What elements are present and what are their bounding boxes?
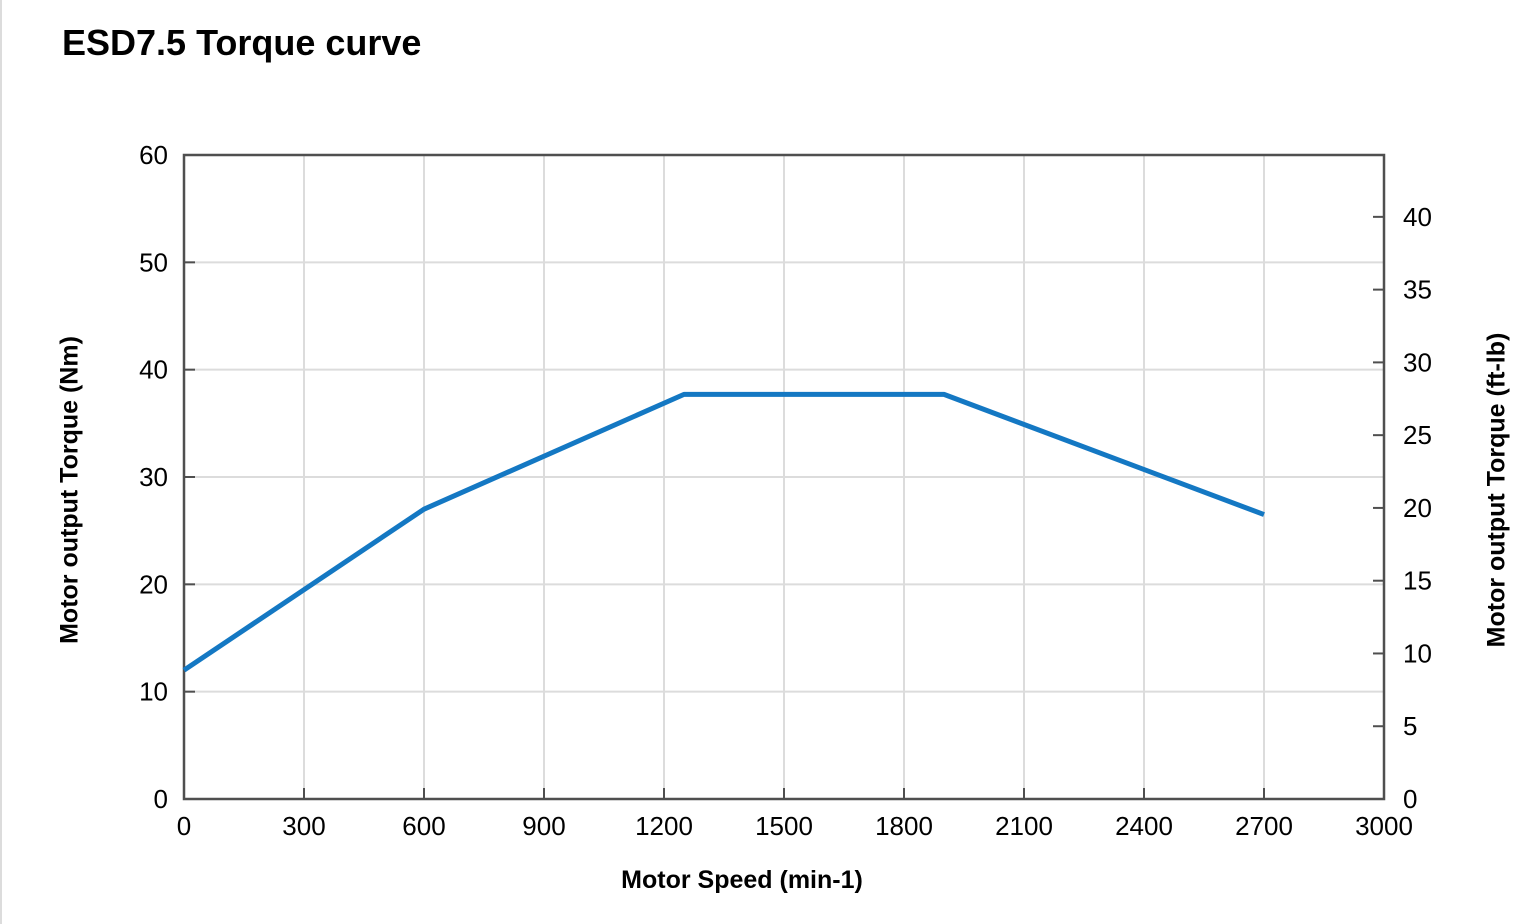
y-right-tick-label: 40	[1403, 202, 1432, 232]
x-tick-label: 2700	[1235, 811, 1293, 841]
y-right-tick-label: 20	[1403, 493, 1432, 523]
x-axis-title: Motor Speed (min-1)	[621, 866, 863, 894]
x-tick-label: 600	[402, 811, 445, 841]
y-right-tick-label: 10	[1403, 638, 1432, 668]
x-tick-label: 900	[522, 811, 565, 841]
y-right-tick-label: 25	[1403, 420, 1432, 450]
x-tick-label: 3000	[1355, 811, 1413, 841]
y-left-tick-label: 30	[139, 462, 168, 492]
y-right-tick-label: 0	[1403, 784, 1417, 814]
axis-ticks	[183, 154, 1385, 800]
y-right-tick-label: 15	[1403, 566, 1432, 596]
y-left-tick-label: 0	[154, 784, 168, 814]
x-tick-label: 300	[282, 811, 325, 841]
chart-title: ESD7.5 Torque curve	[62, 22, 422, 63]
torque-curve-line	[182, 391, 1265, 673]
x-tick-label: 2100	[995, 811, 1053, 841]
window-left-edge	[0, 0, 2, 924]
x-tick-label: 1800	[875, 811, 933, 841]
y-left-tick-label: 40	[139, 355, 168, 385]
y-left-tick-label: 10	[139, 677, 168, 707]
y-left-tick-label: 20	[139, 569, 168, 599]
x-tick-label: 1200	[635, 811, 693, 841]
x-tick-label: 0	[177, 811, 191, 841]
y-left-tick-label: 50	[139, 247, 168, 277]
x-tick-label: 2400	[1115, 811, 1173, 841]
y-left-tick-label: 60	[139, 140, 168, 170]
gridlines	[184, 155, 1384, 799]
x-tick-label: 1500	[755, 811, 813, 841]
y-right-tick-label: 35	[1403, 275, 1432, 305]
y-right-tick-label: 5	[1403, 711, 1417, 741]
y-right-tick-label: 30	[1403, 347, 1432, 377]
